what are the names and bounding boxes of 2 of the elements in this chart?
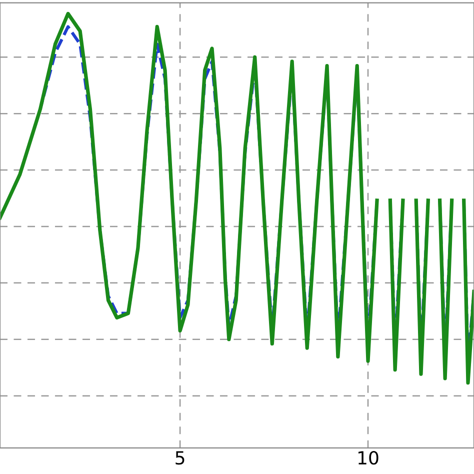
x-tick-label: 5 [176, 451, 184, 465]
x-tick-label: 10 [358, 451, 378, 465]
